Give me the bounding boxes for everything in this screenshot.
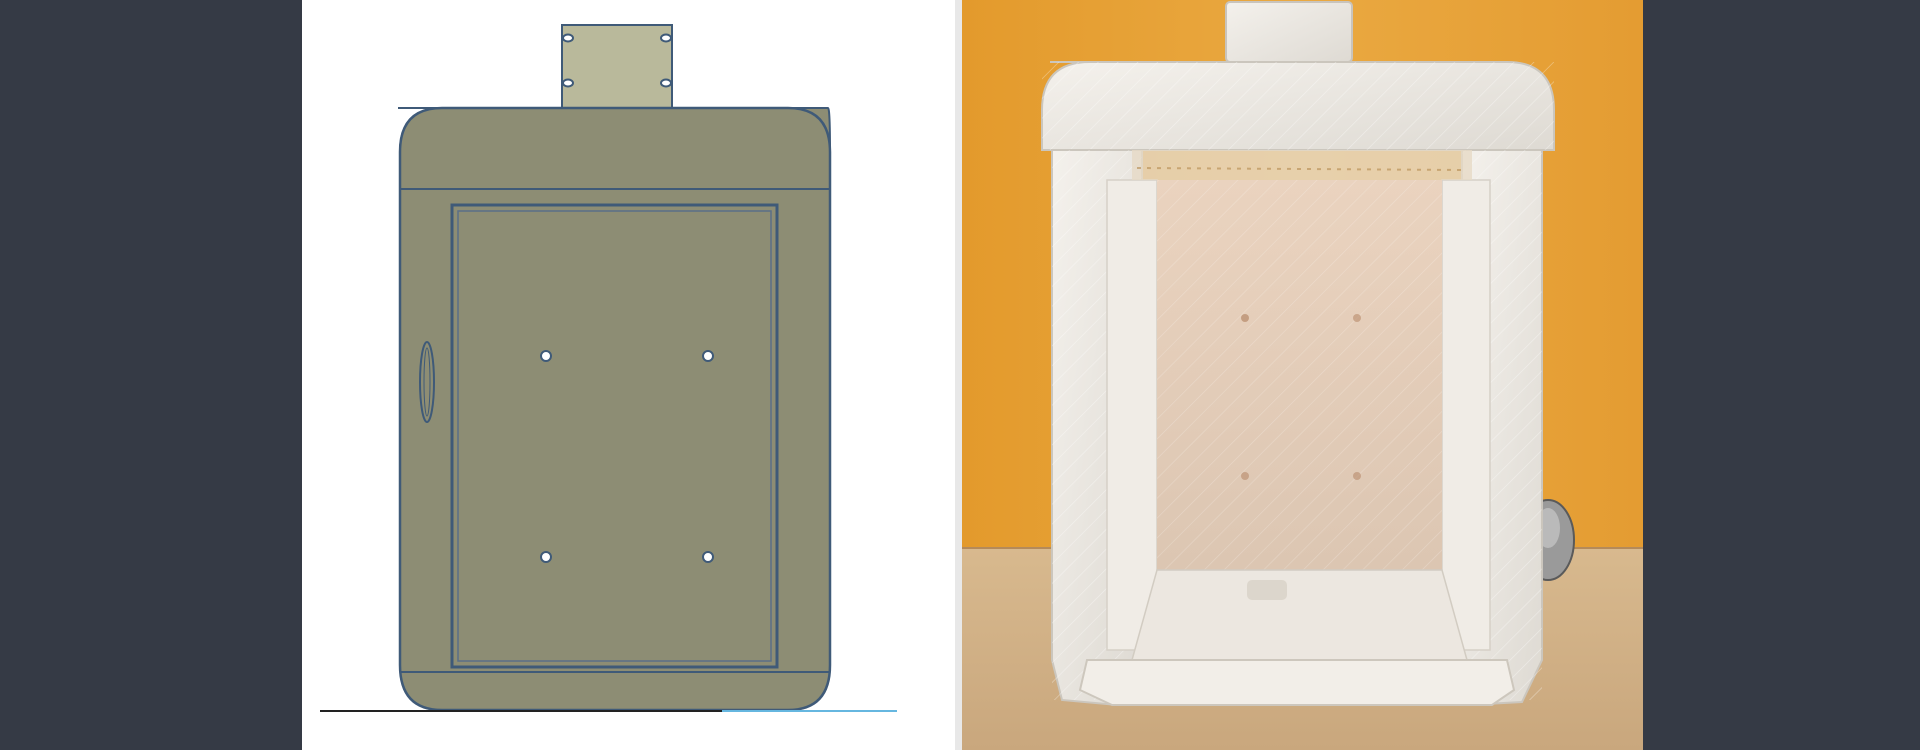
- mounting-tab: [561, 24, 673, 109]
- door-outer-frame: [450, 203, 779, 669]
- mount-hole: [540, 350, 552, 362]
- tab-screw-hole: [660, 78, 672, 88]
- cad-enclosure-drawing-icon: [320, 24, 897, 712]
- mount-hole: [540, 551, 552, 563]
- photo-panel: [962, 0, 1643, 750]
- back-hole: [1353, 472, 1361, 480]
- mount-hole: [702, 350, 714, 362]
- tab-screw-hole: [562, 78, 574, 88]
- mount-hole: [702, 551, 714, 563]
- back-hole: [1241, 314, 1249, 322]
- printed-tab: [1225, 1, 1353, 63]
- cad-drawing-panel: [302, 0, 955, 750]
- interior-floor: [1131, 569, 1468, 661]
- tab-screw-hole: [660, 33, 672, 43]
- 3d-printed-enclosure-photo-icon: [962, 0, 1643, 750]
- panel-divider: [955, 0, 962, 750]
- back-hole: [1241, 472, 1249, 480]
- back-hole: [1353, 314, 1361, 322]
- door-inner-frame: [457, 210, 772, 662]
- printed-base-edge: [1078, 659, 1516, 706]
- tab-screw-hole: [562, 33, 574, 43]
- side-latch: [419, 341, 435, 423]
